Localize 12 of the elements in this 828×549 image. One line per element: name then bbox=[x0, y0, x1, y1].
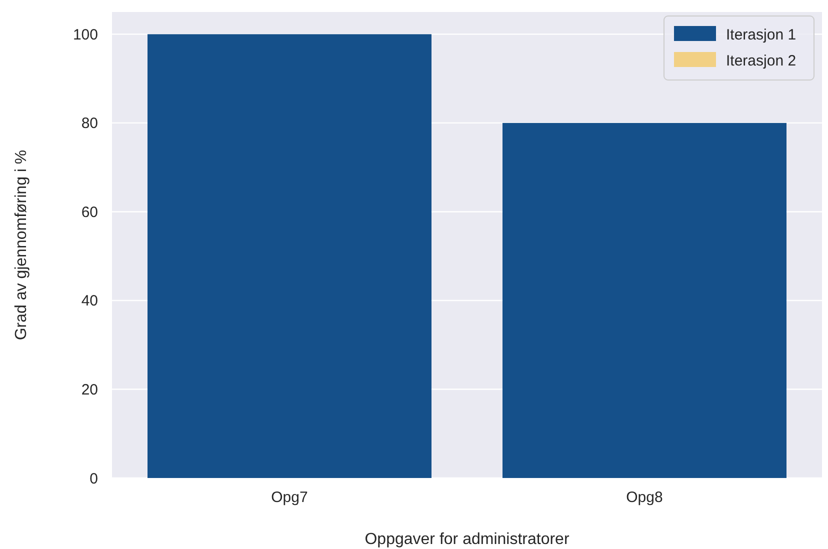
y-tick-label: 0 bbox=[90, 470, 98, 488]
y-tick-label: 60 bbox=[81, 204, 98, 221]
y-tick-label: 20 bbox=[81, 381, 98, 398]
y-tick-label: 40 bbox=[81, 292, 98, 310]
y-tick-label: 80 bbox=[81, 115, 98, 132]
x-axis-title: Oppgaver for administratorer bbox=[364, 531, 570, 548]
legend-label: Iterasjon 2 bbox=[726, 52, 796, 70]
y-tick-label: 100 bbox=[72, 26, 98, 44]
x-tick-label: Opg7 bbox=[271, 489, 308, 506]
y-axis-title: Grad av gjennomføring i % bbox=[13, 150, 30, 340]
legend-label: Iterasjon 1 bbox=[726, 26, 796, 44]
x-tick-label: Opg8 bbox=[626, 489, 663, 506]
